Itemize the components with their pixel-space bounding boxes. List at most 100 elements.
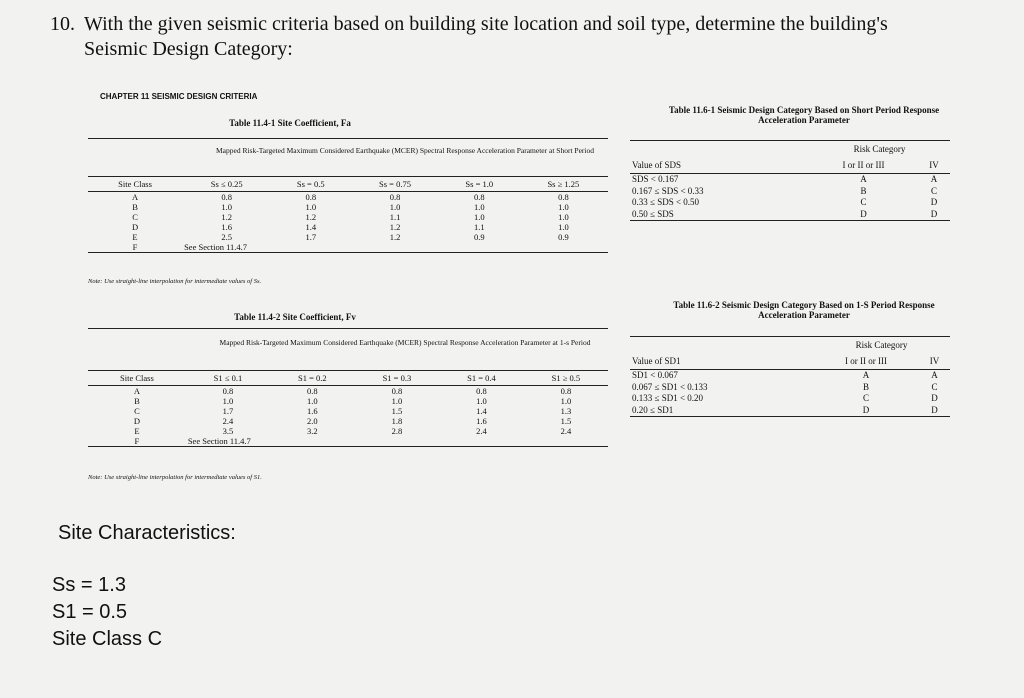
table-row: E 3.5 3.2 2.8 2.4 2.4 bbox=[88, 426, 608, 436]
header-cell: Site Class bbox=[88, 370, 186, 386]
table-cell: 2.0 bbox=[307, 416, 318, 426]
table-cell: 1.2 bbox=[221, 212, 232, 222]
table-cell: 0.33 ≤ SDS < 0.50 bbox=[632, 197, 700, 207]
table-row: A 0.8 0.8 0.8 0.8 0.8 bbox=[88, 192, 608, 203]
table-cell: 0.8 bbox=[391, 386, 403, 396]
header-cell: Risk Category bbox=[813, 336, 950, 353]
table-title: Table 11.6-2 Seismic Design Category Bas… bbox=[673, 300, 935, 320]
table-cell: 1.0 bbox=[473, 212, 485, 222]
table: Risk Category Value of SD1 I or II or III I… bbox=[630, 336, 950, 417]
header-cell: S1 = 0.3 bbox=[354, 370, 440, 386]
table-row: A 0.8 0.8 0.8 0.8 0.8 bbox=[88, 386, 608, 397]
table-cell: 0.067 ≤ SD1 < 0.133 bbox=[632, 381, 708, 392]
site-heading: Site Characteristics: bbox=[58, 522, 236, 544]
table-cell: D bbox=[809, 208, 918, 221]
header-cell: Risk Category bbox=[809, 140, 950, 157]
table-cell: 1.2 bbox=[305, 212, 317, 222]
table-title: Table 11.6-1 Seismic Design Category Bas… bbox=[668, 105, 940, 125]
table-cell: B bbox=[132, 202, 138, 212]
table-body: A 0.8 0.8 0.8 0.8 0.8 B 1.0 1.0 1.0 1.0 1.0 C 1.2 1.2 1… bbox=[88, 192, 608, 253]
table-cell: 0.8 bbox=[305, 192, 317, 202]
table-cell: 1.6 bbox=[476, 416, 487, 426]
table-head: Site Class S1 ≤ 0.1 S1 = 0.2 S1 = 0.3 S1 = 0… bbox=[88, 370, 608, 386]
table-cell: D bbox=[918, 208, 950, 221]
rule bbox=[88, 328, 608, 329]
header-cell: I or II or III bbox=[809, 157, 918, 174]
table-cell: 2.5 bbox=[221, 232, 232, 242]
table-row: 0.50 ≤ SDS D D bbox=[630, 208, 950, 221]
table-cell: D bbox=[813, 404, 919, 417]
table-cell: 0.8 bbox=[558, 192, 569, 202]
header-cell: Value of SDS bbox=[630, 157, 810, 174]
table-body: A 0.8 0.8 0.8 0.8 0.8 B 1.0 1.0 1.0 1.0 1.0 C 1.7 1.6 1… bbox=[88, 386, 608, 447]
table-note: Note: Use straight-line interpolation fo… bbox=[88, 278, 262, 285]
table-cell: 0.20 ≤ SD1 bbox=[630, 404, 814, 417]
table-cell: 2.8 bbox=[391, 426, 403, 436]
table-cell: 1.0 bbox=[307, 396, 318, 406]
table-cell: A bbox=[133, 386, 140, 396]
question-text: With the given seismic criteria based on… bbox=[84, 13, 888, 60]
table-cell: A bbox=[860, 174, 867, 184]
header-cell: IV bbox=[918, 157, 950, 174]
table-cell: See Section 11.4.7 bbox=[182, 242, 608, 253]
table-cell: 0.8 bbox=[560, 386, 572, 396]
table-cell: C bbox=[860, 197, 867, 207]
header-row: Risk Category bbox=[630, 336, 950, 353]
table-cell: 1.7 bbox=[222, 406, 234, 416]
table-cell: 1.2 bbox=[389, 232, 401, 242]
table-row: D 1.6 1.4 1.2 1.1 1.0 bbox=[88, 222, 608, 232]
table-cell: C bbox=[930, 185, 937, 196]
table-row: 0.33 ≤ SDS < 0.50 C D bbox=[630, 197, 950, 209]
table-cell: B bbox=[134, 396, 140, 406]
table-cell: B bbox=[860, 185, 867, 196]
table-cell: 0.8 bbox=[473, 192, 485, 202]
table-cell: 1.0 bbox=[391, 396, 403, 406]
table-row: 0.20 ≤ SD1 D D bbox=[630, 404, 950, 417]
table-row: D 2.4 2.0 1.8 1.6 1.5 bbox=[88, 416, 608, 426]
table-cell: 1.0 bbox=[389, 202, 401, 212]
table-cell: 1.8 bbox=[391, 416, 403, 426]
header-row: Value of SDS I or II or III IV bbox=[630, 157, 950, 174]
table: Site Class S1 ≤ 0.1 S1 = 0.2 S1 = 0.3 S1 = 0… bbox=[88, 370, 608, 447]
header-cell: S1 = 0.4 bbox=[439, 370, 524, 386]
table-cell: 0.9 bbox=[473, 232, 485, 242]
table-cell: A bbox=[931, 370, 938, 380]
table-cell: A bbox=[862, 370, 870, 380]
table-cell: 1.5 bbox=[391, 406, 403, 416]
table-cell: 1.0 bbox=[222, 396, 234, 406]
table-cell: 0.133 ≤ SD1 < 0.20 bbox=[632, 393, 704, 403]
table-cell: 1.0 bbox=[476, 396, 487, 406]
table-row: B 1.0 1.0 1.0 1.0 1.0 bbox=[88, 396, 608, 406]
table-cell: 1.4 bbox=[305, 222, 317, 232]
table-cell: 1.2 bbox=[389, 222, 401, 232]
header-cell: S1 ≥ 0.5 bbox=[523, 370, 608, 386]
table-cell: E bbox=[132, 232, 138, 242]
table-cell: C bbox=[862, 393, 869, 403]
header-cell: Ss = 0.5 bbox=[271, 176, 351, 192]
table-cell: 1.4 bbox=[476, 406, 487, 416]
table-row: B 1.0 1.0 1.0 1.0 1.0 bbox=[88, 202, 608, 212]
header-cell: Site Class bbox=[88, 176, 183, 192]
question-number: 10. bbox=[50, 13, 75, 35]
table-body: SD1 < 0.067 A A 0.067 ≤ SD1 < 0.133 B C 0.133 … bbox=[630, 370, 950, 417]
table-row: F See Section 11.4.7 bbox=[88, 436, 608, 447]
table-cell: E bbox=[134, 426, 140, 436]
table-row: 0.167 ≤ SDS < 0.33 B C bbox=[630, 186, 950, 198]
table-cell: 1.0 bbox=[473, 202, 485, 212]
table-cell: 1.6 bbox=[307, 406, 318, 416]
table-cell: 2.4 bbox=[560, 426, 572, 436]
table-fv: Site Class S1 ≤ 0.1 S1 = 0.2 S1 = 0.3 S1 = 0… bbox=[88, 370, 608, 447]
table-cell: 2.4 bbox=[476, 426, 487, 436]
table-sds: Risk Category Value of SDS I or II or III I… bbox=[630, 140, 950, 221]
table-row: F See Section 11.4.7 bbox=[88, 242, 608, 253]
table-row: 0.133 ≤ SD1 < 0.20 C D bbox=[630, 393, 950, 405]
header-cell: Ss = 0.75 bbox=[350, 176, 440, 192]
table-cell: A bbox=[131, 192, 139, 202]
header-cell: IV bbox=[918, 353, 950, 370]
table-cell: 1.0 bbox=[560, 396, 572, 406]
table-cell: 1.0 bbox=[558, 212, 569, 222]
table-cell: A bbox=[930, 174, 938, 184]
table: Site Class Ss ≤ 0.25 Ss = 0.5 Ss = 0.75 Ss =… bbox=[88, 176, 608, 253]
rule bbox=[88, 138, 608, 139]
